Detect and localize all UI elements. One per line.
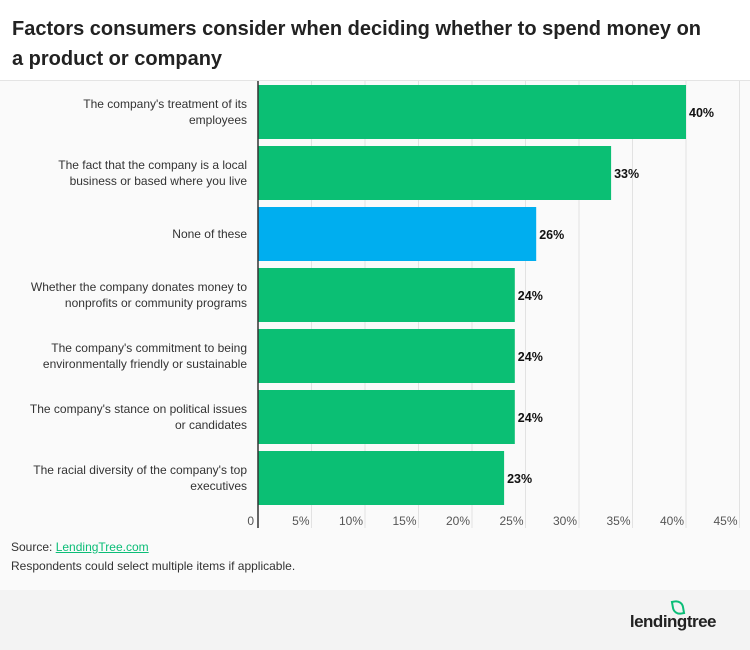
bar — [258, 268, 515, 322]
lendingtree-logo: lendingtree — [629, 612, 717, 631]
bar — [258, 390, 515, 444]
data-label: 40% — [689, 106, 714, 120]
footer-bar: lendingtree — [0, 590, 750, 650]
data-label: 24% — [518, 411, 543, 425]
category-label: environmentally friendly or sustainable — [43, 357, 247, 371]
x-tick-label: 30% — [553, 514, 577, 528]
bar — [258, 146, 612, 200]
data-label: 24% — [518, 289, 543, 303]
category-label: None of these — [172, 227, 247, 241]
category-label: The company's stance on political issues — [30, 402, 247, 416]
data-label: 26% — [539, 228, 564, 242]
source-line: Source: LendingTree.com — [11, 540, 149, 554]
source-link[interactable]: LendingTree.com — [55, 540, 149, 554]
x-tick-label: 35% — [606, 514, 630, 528]
bar — [258, 329, 515, 383]
data-label: 23% — [507, 472, 532, 486]
category-label: nonprofits or community programs — [65, 296, 247, 310]
category-label: The racial diversity of the company's to… — [33, 463, 247, 477]
chart-title: Factors consumers consider when deciding… — [12, 18, 702, 70]
category-label: Whether the company donates money to — [31, 280, 247, 294]
bar — [258, 451, 505, 505]
category-label: The company's treatment of its — [83, 97, 247, 111]
category-label: The fact that the company is a local — [58, 158, 247, 172]
bar — [258, 207, 537, 261]
x-tick-label: 20% — [446, 514, 470, 528]
x-tick-label: 5% — [292, 514, 310, 528]
x-tick-label: 0 — [247, 514, 254, 528]
x-tick-label: 10% — [339, 514, 363, 528]
category-label: The company's commitment to being — [51, 341, 247, 355]
category-label: employees — [189, 113, 247, 127]
category-label: business or based where you live — [70, 174, 248, 188]
bar — [258, 85, 686, 139]
x-tick-label: 40% — [660, 514, 684, 528]
source-label: Source: — [11, 540, 53, 554]
category-label: or candidates — [175, 418, 247, 432]
x-tick-label: 45% — [713, 514, 737, 528]
x-tick-label: 15% — [392, 514, 416, 528]
bar-chart: 0 5% 10% 15% 20% 25% 30% 35% 40% 45% 40% The compan… — [30, 81, 740, 528]
header-background — [0, 0, 750, 81]
footnote: Respondents could select multiple items … — [11, 559, 296, 573]
data-label: 24% — [518, 350, 543, 364]
category-label: executives — [190, 479, 247, 493]
x-tick-label: 25% — [499, 514, 523, 528]
data-label: 33% — [614, 167, 639, 181]
